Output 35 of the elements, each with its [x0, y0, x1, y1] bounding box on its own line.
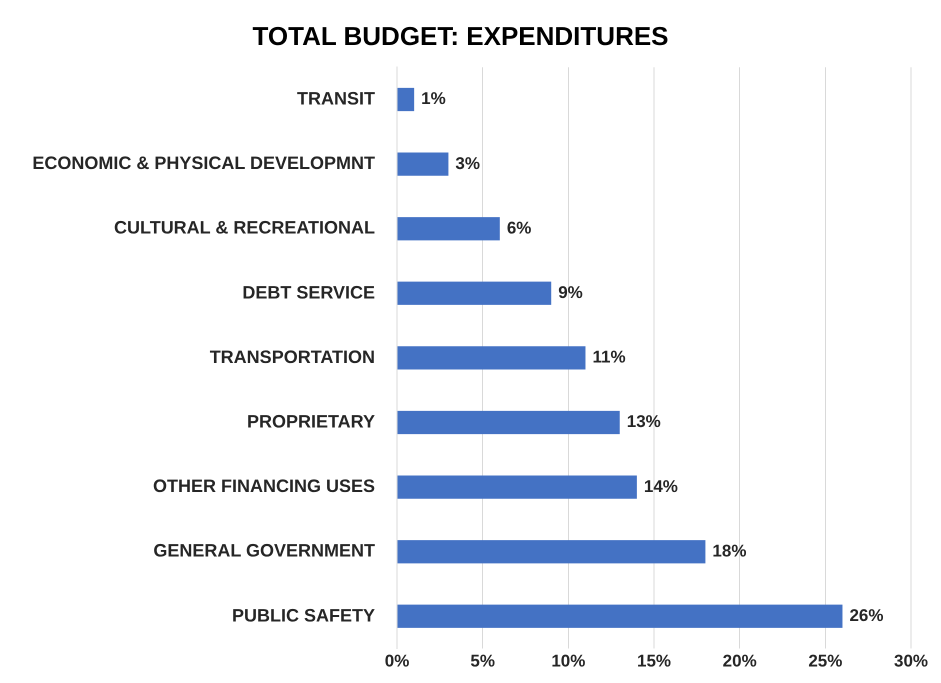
data-label: 18% — [712, 541, 746, 560]
y-tick-label: DEBT SERVICE — [242, 282, 376, 302]
data-label: 11% — [592, 348, 626, 367]
x-tick-label: 20% — [722, 651, 757, 670]
x-tick-label: 10% — [551, 651, 586, 670]
data-label: 13% — [626, 412, 661, 432]
chart-title: TOTAL BUDGET: EXPENDITURES — [252, 20, 669, 51]
bar — [398, 217, 500, 240]
data-label: 9% — [558, 282, 583, 302]
data-label: 1% — [421, 89, 446, 108]
bar — [398, 346, 586, 370]
y-tick-label: CULTURAL & RECREATIONAL — [114, 218, 376, 238]
y-tick-label: ECONOMIC & PHYSICAL DEVELOPMNT — [32, 153, 376, 174]
y-tick-label: TRANSPORTATION — [210, 346, 376, 367]
bar — [398, 152, 448, 176]
y-tick-label: PROPRIETARY — [247, 411, 376, 432]
x-tick-label: 5% — [470, 651, 495, 670]
x-tick-label: 25% — [808, 651, 842, 670]
data-label: 6% — [506, 218, 532, 238]
y-tick-label: GENERAL GOVERNMENT — [153, 540, 376, 561]
x-tick-label: 0% — [384, 651, 410, 670]
bar — [398, 410, 620, 434]
bar — [398, 282, 552, 305]
data-label: 3% — [455, 154, 480, 173]
bar — [398, 475, 637, 499]
bar — [398, 540, 706, 564]
y-tick-label: PUBLIC SAFETY — [232, 605, 376, 626]
y-tick-label: OTHER FINANCING USES — [153, 476, 376, 496]
bar — [398, 88, 414, 112]
x-tick-label: 30% — [894, 651, 928, 670]
x-tick-label: 15% — [636, 651, 672, 670]
data-label: 26% — [849, 606, 884, 625]
data-label: 14% — [644, 476, 678, 496]
bar — [398, 604, 842, 628]
y-tick-label: TRANSIT — [297, 88, 376, 108]
